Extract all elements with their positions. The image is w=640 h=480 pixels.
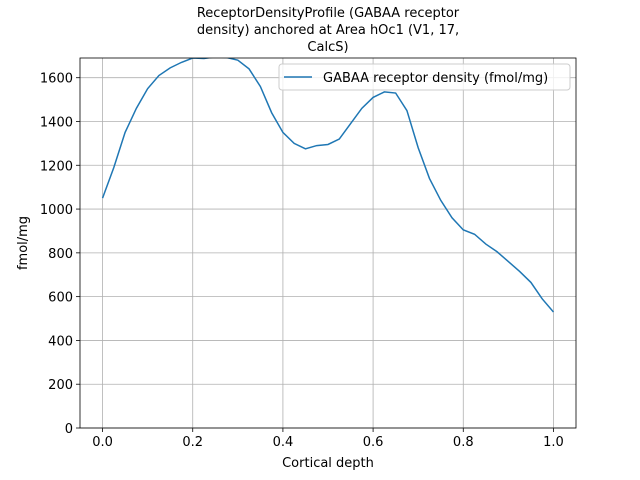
- x-tick-label: 1.0: [543, 435, 564, 450]
- x-axis-label: Cortical depth: [282, 456, 374, 471]
- chart-title: CalcS): [307, 40, 348, 55]
- y-tick-label: 1000: [40, 203, 73, 218]
- chart-title: density) anchored at Area hOc1 (V1, 17,: [197, 23, 459, 38]
- axes-frame: [79, 57, 577, 429]
- y-tick-label: 600: [48, 291, 73, 306]
- y-tick-label: 800: [48, 247, 73, 262]
- y-tick-label: 0: [65, 422, 73, 437]
- legend-box: [278, 63, 571, 91]
- y-tick-label: 1400: [40, 115, 73, 130]
- y-tick-label: 400: [48, 334, 73, 349]
- x-tick-label: 0.4: [273, 435, 294, 450]
- y-tick-label: 200: [48, 378, 73, 393]
- y-axis-label: fmol/mg: [16, 216, 31, 270]
- x-tick-label: 0.6: [363, 435, 384, 450]
- data-line: [101, 58, 555, 313]
- legend-label: GABAA receptor density (fmol/mg): [323, 71, 548, 86]
- chart-title: ReceptorDensityProfile (GABAA receptor: [197, 6, 460, 21]
- y-tick-label: 1200: [40, 159, 73, 174]
- x-tick-label: 0.2: [182, 435, 203, 450]
- x-tick-label: 0.8: [453, 435, 474, 450]
- y-tick-label: 1600: [40, 72, 73, 87]
- x-tick-label: 0.0: [92, 435, 113, 450]
